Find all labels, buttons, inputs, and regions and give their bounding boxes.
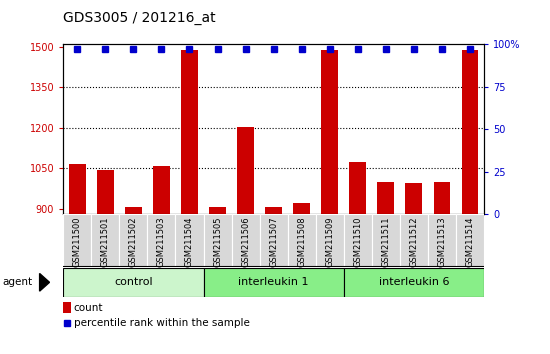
- Text: GSM211507: GSM211507: [269, 216, 278, 267]
- Bar: [237, 126, 254, 214]
- Text: agent: agent: [3, 277, 33, 287]
- Bar: [63, 214, 91, 267]
- Bar: [344, 268, 484, 297]
- Bar: [63, 302, 71, 313]
- Text: count: count: [74, 303, 103, 313]
- Bar: [372, 214, 400, 267]
- Text: GSM211509: GSM211509: [325, 216, 334, 267]
- Text: GSM211514: GSM211514: [465, 216, 475, 267]
- Bar: [405, 183, 422, 214]
- Bar: [232, 214, 260, 267]
- Bar: [316, 214, 344, 267]
- Bar: [181, 50, 198, 214]
- Bar: [265, 207, 282, 214]
- Text: percentile rank within the sample: percentile rank within the sample: [74, 318, 250, 328]
- Bar: [175, 214, 204, 267]
- Bar: [204, 268, 344, 297]
- Text: GSM211511: GSM211511: [381, 216, 390, 267]
- Bar: [344, 214, 372, 267]
- Bar: [349, 161, 366, 214]
- Bar: [125, 207, 142, 214]
- Text: control: control: [114, 277, 153, 287]
- Bar: [377, 182, 394, 214]
- Text: GSM211505: GSM211505: [213, 216, 222, 267]
- Bar: [97, 170, 114, 214]
- Bar: [428, 214, 456, 267]
- Text: GSM211510: GSM211510: [353, 216, 362, 267]
- Bar: [288, 214, 316, 267]
- Bar: [321, 50, 338, 214]
- Polygon shape: [40, 273, 49, 291]
- Text: GSM211502: GSM211502: [129, 216, 138, 267]
- Text: interleukin 6: interleukin 6: [378, 277, 449, 287]
- Text: GSM211503: GSM211503: [157, 216, 166, 267]
- Bar: [456, 214, 484, 267]
- Text: GSM211501: GSM211501: [101, 216, 110, 267]
- Bar: [209, 207, 226, 214]
- Bar: [91, 214, 119, 267]
- Text: GDS3005 / 201216_at: GDS3005 / 201216_at: [63, 11, 216, 25]
- Text: interleukin 1: interleukin 1: [238, 277, 309, 287]
- Text: GSM211512: GSM211512: [409, 216, 419, 267]
- Bar: [63, 268, 204, 297]
- Bar: [147, 214, 175, 267]
- Text: GSM211500: GSM211500: [73, 216, 82, 267]
- Bar: [461, 50, 478, 214]
- Text: GSM211506: GSM211506: [241, 216, 250, 267]
- Bar: [293, 204, 310, 214]
- Bar: [153, 166, 170, 214]
- Bar: [204, 214, 232, 267]
- Text: GSM211504: GSM211504: [185, 216, 194, 267]
- Text: GSM211508: GSM211508: [297, 216, 306, 267]
- Bar: [119, 214, 147, 267]
- Bar: [69, 164, 86, 214]
- Bar: [260, 214, 288, 267]
- Bar: [433, 182, 450, 214]
- Bar: [400, 214, 428, 267]
- Text: GSM211513: GSM211513: [437, 216, 447, 267]
